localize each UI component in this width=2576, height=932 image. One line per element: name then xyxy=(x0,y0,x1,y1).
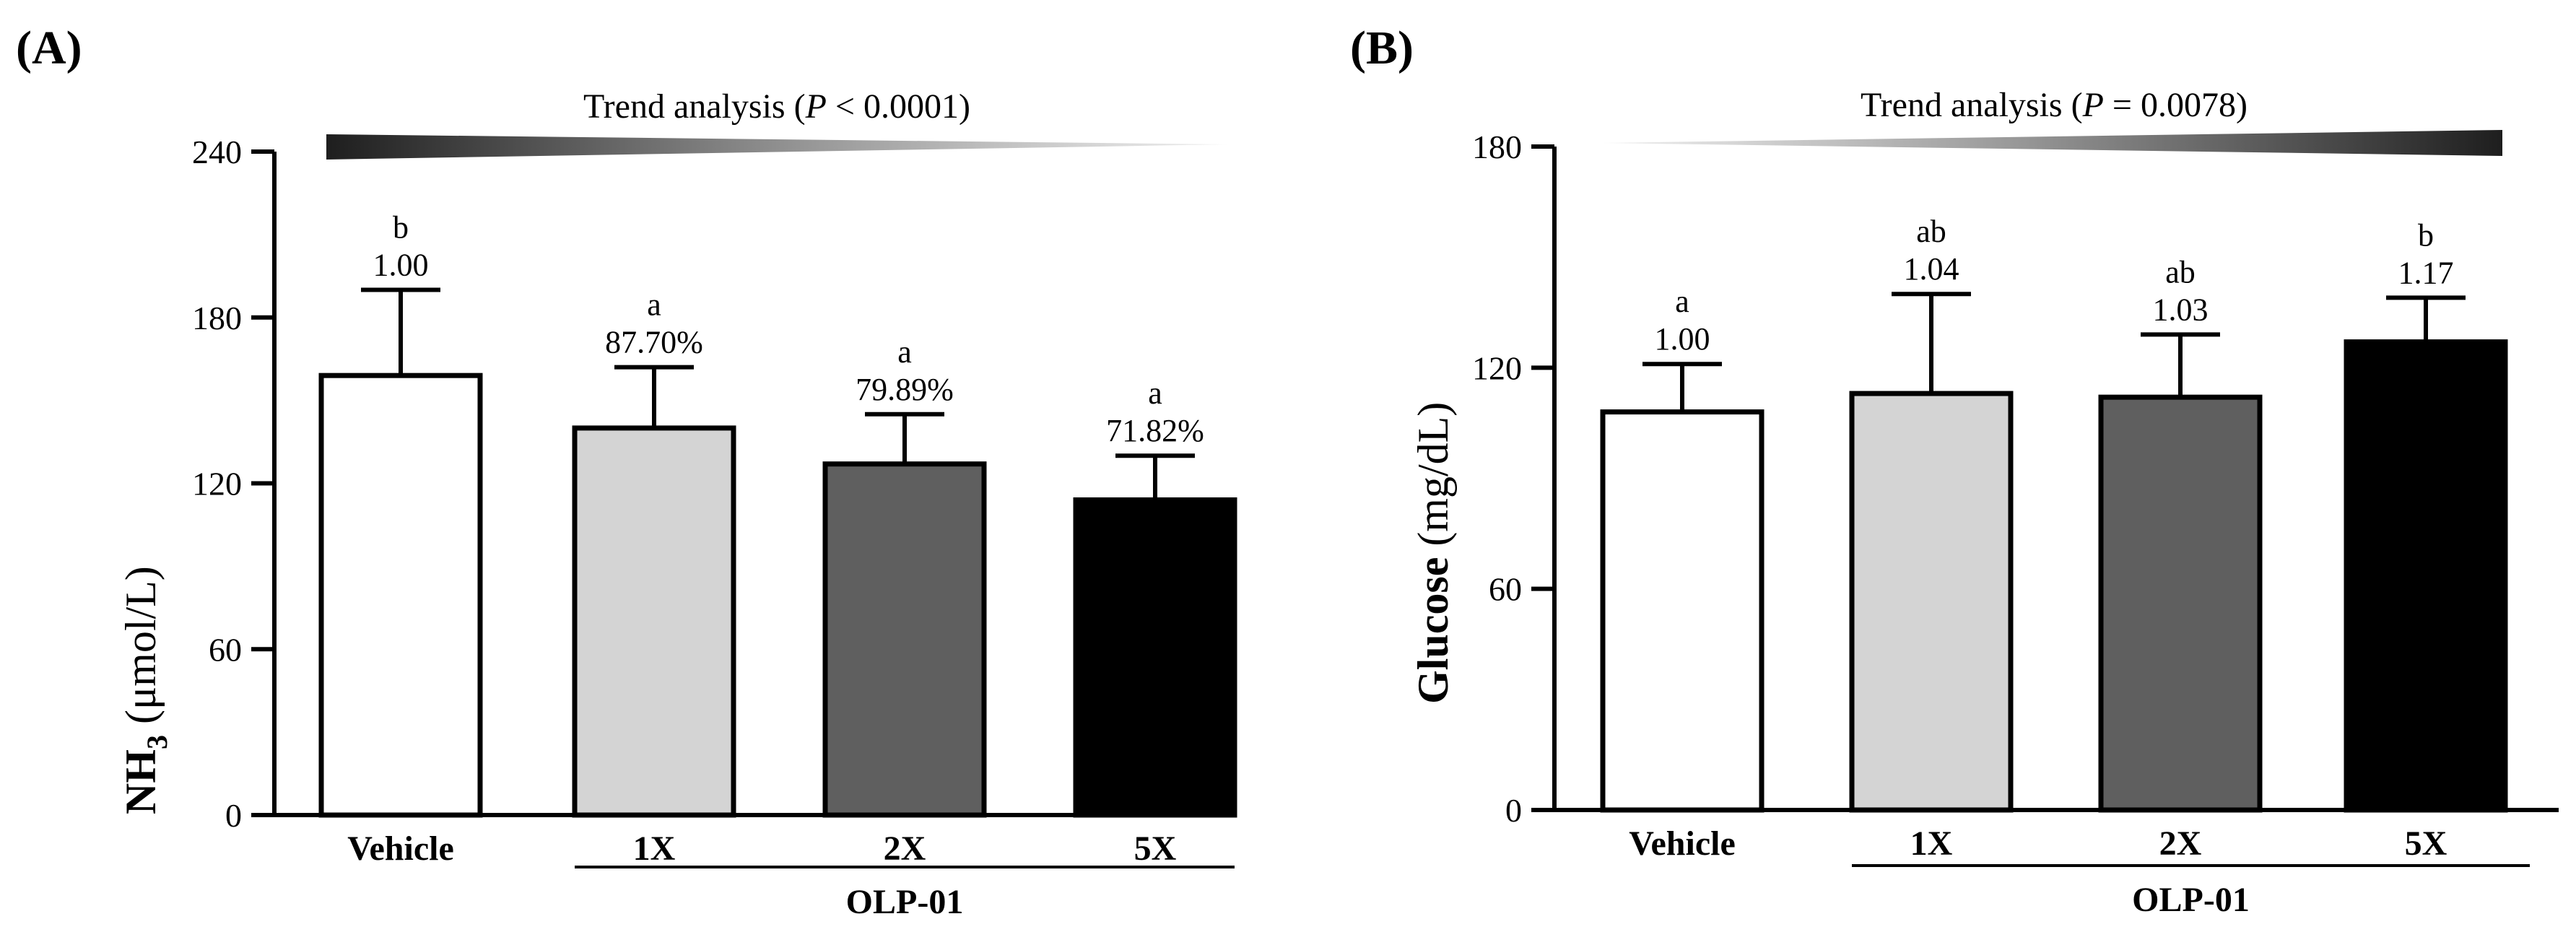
panel-b-x-category-5x: 5X xyxy=(2405,824,2447,863)
panel-a-bar-2x xyxy=(822,461,987,818)
panel-a-y-tick-label-240: 240 xyxy=(192,134,242,170)
panel-a-error-bars xyxy=(361,287,1195,500)
panel-a-ratio-label-5x: 71.82% xyxy=(1106,413,1204,448)
panel-b-bar-2x xyxy=(2098,394,2263,813)
panel-b-y-axis-title: Glucose (mg/dL) xyxy=(1409,402,1457,704)
panel-a-trend-wedge xyxy=(326,134,1227,160)
panel-b-ratio-label-vehicle: 1.00 xyxy=(1655,321,1710,357)
panel-b-y-tick-label-120: 120 xyxy=(1472,349,1522,386)
panel-b-x-category-2x: 2X xyxy=(2159,824,2202,863)
panel-a-bar-5x xyxy=(1073,497,1237,818)
panel-a-x-category-2x: 2X xyxy=(884,829,926,868)
panel-a-y-tick-label-60: 60 xyxy=(209,631,242,668)
panel-b-x-categories: Vehicle 1X 2X 5X xyxy=(1629,824,2447,863)
panel-b-ratio-label-5x: 1.17 xyxy=(2398,255,2454,290)
panel-a-sig-letter-5x: a xyxy=(1148,375,1162,411)
panel-a-trend-label: Trend analysis (P < 0.0001) xyxy=(583,87,970,126)
panel-b-trend-label: Trend analysis (P = 0.0078) xyxy=(1861,86,2248,124)
panel-a-ratio-label-2x: 79.89% xyxy=(856,372,954,407)
panel-a-sig-letter-2x: a xyxy=(897,334,912,370)
panel-a-ratio-label-1x: 87.70% xyxy=(605,325,703,360)
panel-b-glucose-chart: (B) Trend analysis (P = 0.0078) Glucose … xyxy=(1350,22,2559,919)
panel-b-x-category-1x: 1X xyxy=(1910,824,1953,863)
panel-a-bar-1x xyxy=(572,425,736,818)
panel-b-y-tick-label-180: 180 xyxy=(1472,129,1522,165)
panel-b-sig-letter-5x: b xyxy=(2418,217,2434,253)
panel-a-y-tick-label-0: 0 xyxy=(225,797,242,834)
panel-a-y-axis-title: NH3 (μmol/L) xyxy=(117,566,173,814)
panel-b-bars xyxy=(1600,339,2508,813)
panel-b-ratio-label-2x: 1.03 xyxy=(2153,292,2209,327)
panel-b-y-ticks: 0 60 120 180 xyxy=(1472,129,1554,829)
panel-b-sig-letter-2x: ab xyxy=(2165,254,2196,289)
panel-a-bars xyxy=(318,373,1237,818)
panel-b-error-bars xyxy=(1642,292,2466,412)
panel-b-bar-5x xyxy=(2344,339,2508,813)
panel-a-letter: (A) xyxy=(16,22,82,74)
panel-b-letter: (B) xyxy=(1350,22,1414,74)
panel-b-y-tick-label-0: 0 xyxy=(1505,792,1522,829)
panel-b-group-label: OLP-01 xyxy=(2132,881,2250,919)
panel-a-group-label: OLP-01 xyxy=(846,883,964,921)
panel-b-sig-letter-vehicle: a xyxy=(1675,284,1689,319)
panel-a-bar-vehicle xyxy=(318,373,483,818)
panel-a-x-categories: Vehicle 1X 2X 5X xyxy=(347,829,1176,868)
panel-a-y-tick-label-120: 120 xyxy=(192,466,242,502)
panel-b-trend-wedge xyxy=(1603,130,2502,156)
panel-a-y-tick-label-180: 180 xyxy=(192,300,242,336)
panel-a-nh3-chart: (A) Trend analysis (P < 0.0001) NH3 (μmo… xyxy=(16,22,1237,921)
panel-b-sig-letter-1x: ab xyxy=(1916,214,1946,249)
panel-a-sig-letter-vehicle: b xyxy=(393,209,409,245)
panel-a-x-category-1x: 1X xyxy=(633,829,676,868)
panel-a-y-ticks: 0 60 120 180 240 xyxy=(192,134,274,834)
panel-b-x-category-vehicle: Vehicle xyxy=(1629,824,1736,863)
panel-b-ratio-label-1x: 1.04 xyxy=(1904,251,1959,287)
panel-b-y-tick-label-60: 60 xyxy=(1489,571,1522,608)
panel-b-bar-vehicle xyxy=(1600,409,1765,813)
panel-b-bar-1x xyxy=(1849,391,2014,813)
panel-a-x-category-5x: 5X xyxy=(1134,829,1177,868)
panel-a-x-category-vehicle: Vehicle xyxy=(347,829,454,868)
panel-a-sig-letter-1x: a xyxy=(647,287,661,323)
panel-a-ratio-label-vehicle: 1.00 xyxy=(373,247,429,282)
